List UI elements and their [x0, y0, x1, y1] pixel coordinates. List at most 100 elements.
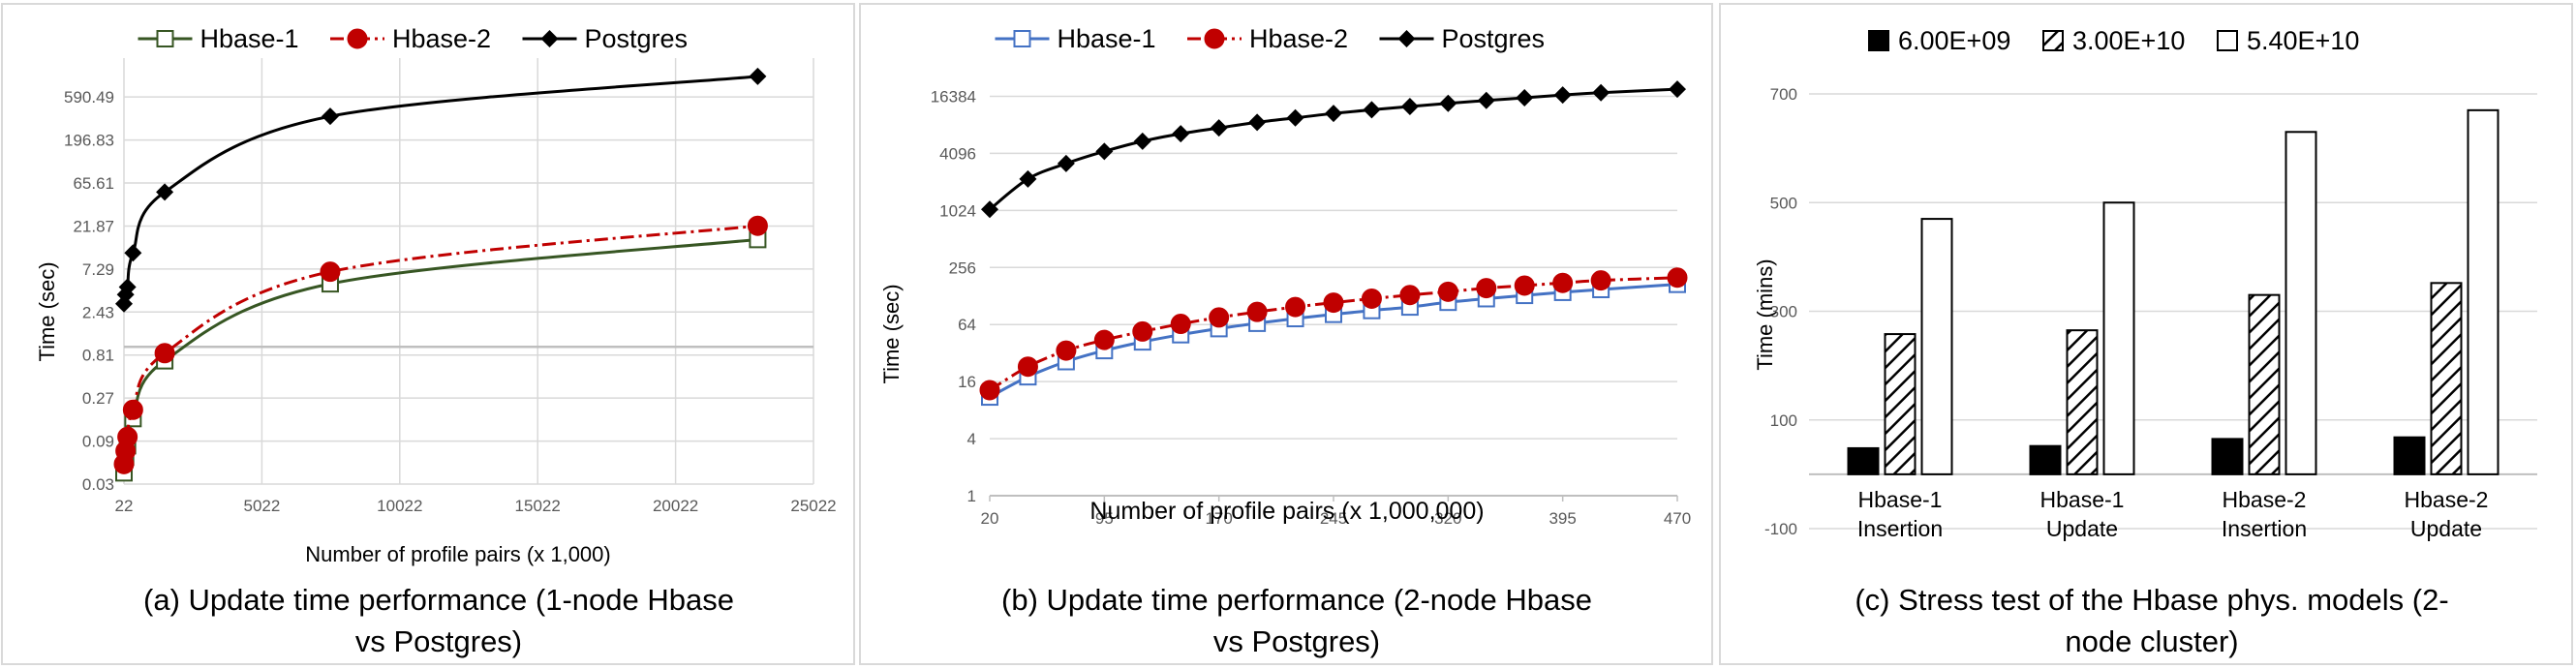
chart-b-y-tick-label: 16384: [931, 87, 976, 106]
chart-b-hbase-2-point: [1514, 275, 1535, 296]
chart-a-postgres-point: [124, 244, 142, 262]
chart-b-postgres-point: [1210, 119, 1228, 137]
chart-c-x-tick-label-line2: Insertion: [2222, 516, 2307, 541]
chart-c-y-tick-label: 100: [1770, 411, 1797, 430]
chart-b-hbase-2-point: [1246, 301, 1268, 322]
legend-hbase-2-label: Hbase-2: [392, 24, 491, 53]
chart-b-postgres-point: [1592, 83, 1610, 102]
chart-a-postgres-point: [321, 107, 339, 126]
chart-b-hbase-2-point: [1285, 296, 1306, 318]
chart-c-x-tick-label-line1: Hbase-2: [2223, 487, 2307, 512]
chart-c-bar-5-40e-10: [2285, 131, 2317, 475]
chart-c-legend-3-00e-10-label: 3.00E+10: [2072, 26, 2185, 55]
chart-b-grid: [989, 95, 1678, 502]
chart-b-postgres-point: [1133, 132, 1151, 150]
chart-b-hbase-2-point: [1667, 267, 1688, 289]
chart-a-y-ticks: 0.03 0.09 0.27 0.81 2.43 7.29 21.87 65.61 196.83…: [64, 88, 114, 494]
chart-c-legend-5-40e-10-label: 5.40E+10: [2247, 26, 2359, 55]
chart-b-caption-line2: vs Postgres): [1213, 624, 1380, 658]
chart-a-hbase-2-point: [154, 343, 175, 364]
chart-c-legend-6-00e-09-swatch: [1868, 30, 1889, 51]
chart-b-x-tick-label: 320: [1434, 509, 1461, 528]
chart-b-postgres-point: [1172, 125, 1190, 143]
legend-hbase-1-label: Hbase-1: [200, 24, 299, 53]
chart-c-x-tick-label-line1: Hbase-1: [1858, 487, 1943, 512]
legend-postgres-marker: [540, 30, 559, 47]
chart-b-postgres-point: [1669, 80, 1686, 99]
legend-postgres-label: Postgres: [585, 24, 689, 53]
chart-b-postgres-point: [981, 200, 998, 219]
chart-b-x-tick-label: 245: [1320, 509, 1347, 528]
chart-c-y-tick-label: 700: [1770, 85, 1797, 104]
chart-a-postgres-point: [118, 278, 137, 296]
chart-c-caption-line1: (c) Stress test of the Hbase phys. model…: [1855, 583, 2448, 617]
legend-hbase-2-marker: [1204, 28, 1225, 49]
chart-c-legend: 6.00E+09 3.00E+10 5.40E+10: [1868, 26, 2359, 55]
chart-b-postgres-point: [1400, 97, 1419, 115]
chart-a-x-tick-label: 10022: [377, 497, 422, 515]
chart-c-bar-3-00e-10: [2430, 282, 2463, 475]
chart-b-postgres-point: [1325, 105, 1342, 123]
chart-b-x-ticks: 20 95 170 245 320 395 470: [981, 509, 1692, 528]
chart-a-hbase-2-line: [122, 224, 758, 465]
chart-b-x-tick-label: 95: [1095, 509, 1114, 528]
chart-c-x-ticks: Hbase-1 Insertion Hbase-1 Update Hbase-2 Inse…: [1857, 487, 2489, 541]
panel-c-frame: [1719, 3, 2573, 665]
legend-hbase-1-marker: [156, 30, 174, 47]
chart-b-y-ticks: 1 4 16 64 256 1024 4096 16384: [931, 87, 976, 505]
chart-b-x-tick-label: 470: [1664, 509, 1691, 528]
chart-a-x-ticks: 22 5022 10022 15022 20022 25022: [115, 497, 837, 515]
chart-c-x-tick-label-line2: Update: [2046, 516, 2118, 541]
chart-a-y-tick-label: 2.43: [82, 303, 114, 321]
chart-a-x-tick-label: 15022: [515, 497, 561, 515]
chart-b-postgres-point: [1248, 113, 1267, 132]
chart-b-hbase-2-point: [1552, 272, 1574, 293]
chart-b-hbase-2-point: [1399, 285, 1421, 306]
chart-a: 0.03 0.09 0.27 0.81 2.43 7.29 21.87 65.61 196.83…: [35, 24, 837, 658]
chart-b-postgres-point: [1477, 91, 1495, 109]
chart-b-postgres-point: [1363, 101, 1381, 119]
chart-a-postgres-point: [749, 67, 767, 85]
chart-b-hbase-2-point: [1361, 288, 1382, 309]
chart-a-xlabel: Number of profile pairs (x 1,000): [305, 542, 610, 566]
chart-a-y-tick-label: 65.61: [73, 174, 114, 193]
chart-b-postgres-point: [1095, 142, 1114, 161]
chart-b-hbase-2-point: [1437, 281, 1458, 302]
chart-b-caption-line1: (b) Update time performance (2-node Hbas…: [1001, 583, 1592, 617]
legend-postgres-marker: [1397, 30, 1416, 47]
chart-c-ylabel: Time (mins): [1753, 258, 1777, 370]
chart-b-y-tick-label: 256: [949, 258, 976, 277]
chart-c-x-tick-label-line1: Hbase-1: [2040, 487, 2125, 512]
chart-b-hbase-2-point: [1476, 278, 1497, 299]
chart-c-y-tick-label: 300: [1770, 303, 1797, 321]
chart-b-xlabel: Number of profile pairs (x 1,000,000): [1089, 498, 1484, 525]
legend-postgres-label: Postgres: [1442, 24, 1546, 53]
chart-b-hbase-2-point: [1017, 356, 1038, 378]
chart-b-x-tick-label: 170: [1205, 509, 1232, 528]
chart-c-y-ticks: -100 100 300 500 700: [1764, 85, 1797, 538]
chart-a-hbase-2-point: [122, 399, 143, 420]
chart-b-y-tick-label: 16: [958, 373, 976, 391]
chart-c-legend-3-00e-10-swatch: [2042, 30, 2064, 51]
chart-c-bar-5-40e-10: [2467, 108, 2499, 475]
chart-c-caption-line2: node cluster): [2065, 624, 2238, 658]
chart-c-bars: [1847, 108, 2499, 475]
chart-b-postgres-point: [1286, 108, 1304, 127]
chart-a-y-tick-label: 0.09: [82, 433, 114, 451]
chart-a-x-tick-label: 5022: [243, 497, 280, 515]
chart-b-postgres-point: [1553, 86, 1572, 105]
chart-a-y-tick-label: 0.03: [82, 475, 114, 494]
chart-b-hbase-2-point: [1209, 307, 1230, 328]
chart-b-x-tick-label: 395: [1549, 509, 1576, 528]
chart-b-y-tick-label: 4096: [939, 144, 976, 163]
chart-c-bar-3-00e-10: [2066, 329, 2099, 475]
chart-b-legend: Hbase-1 Hbase-2 Postgres: [995, 24, 1546, 53]
chart-b-hbase-2-point: [1093, 329, 1115, 350]
chart-a-hbase-2-point: [320, 261, 341, 283]
chart-c-y-tick-label: -100: [1764, 520, 1797, 538]
chart-a-y-tick-label: 0.27: [82, 389, 114, 408]
chart-a-legend: Hbase-1 Hbase-2 Postgres: [138, 24, 689, 53]
chart-c-grid: [1809, 93, 2537, 530]
chart-a-series: [113, 67, 768, 482]
chart-a-ylabel: Time (sec): [35, 261, 59, 361]
